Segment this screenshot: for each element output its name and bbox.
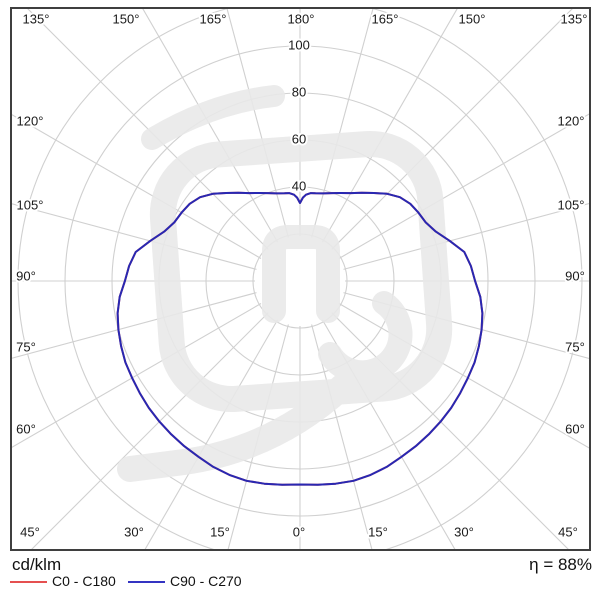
angle-label: 60°: [16, 421, 36, 436]
angle-label: 150°: [459, 11, 486, 26]
polar-grid-root: [12, 9, 589, 549]
angle-label: 60°: [565, 421, 585, 436]
unit-label: cd/klm: [12, 555, 62, 574]
angle-label: 90°: [16, 268, 36, 283]
watermark-logo: [117, 85, 453, 482]
polar-chart-canvas: 40 60 80 100 135° 150° 165° 180° 165° 150° 135° 120…: [12, 9, 589, 549]
polar-chart-frame: 40 60 80 100 135° 150° 165° 180° 165° 150° 135° 120…: [10, 7, 591, 551]
radial-tick-label: 60: [292, 131, 306, 146]
radial-tick-labels: 40 60 80 100: [286, 35, 312, 195]
chart-footer: cd/klm η = 88% C0 - C180 C90 - C270: [0, 551, 600, 600]
angle-label: 45°: [20, 524, 40, 539]
angle-label: 120°: [17, 113, 44, 128]
angle-label: 120°: [558, 113, 585, 128]
angle-label: 135°: [561, 11, 588, 26]
angle-labels: 135° 150° 165° 180° 165° 150° 135° 120° 105° 90° 7…: [14, 9, 589, 541]
angle-label: 90°: [565, 268, 585, 283]
angle-label: 105°: [558, 197, 585, 212]
legend-line-red: [10, 581, 47, 583]
angle-label: 135°: [23, 11, 50, 26]
angle-label: 45°: [558, 524, 578, 539]
legend-label-c0-c180: C0 - C180: [52, 573, 116, 589]
angle-label: 15°: [368, 524, 388, 539]
angle-label: 150°: [113, 11, 140, 26]
radial-tick-label: 100: [288, 37, 310, 52]
angle-label: 180°: [288, 11, 315, 26]
angle-label: 0°: [293, 524, 305, 539]
legend-label-c90-c270: C90 - C270: [170, 573, 242, 589]
angle-label: 165°: [200, 11, 227, 26]
angle-label: 75°: [565, 339, 585, 354]
angle-label: 165°: [372, 11, 399, 26]
angle-label: 30°: [454, 524, 474, 539]
angle-label: 30°: [124, 524, 144, 539]
intensity-curve-c90-c270: [116, 191, 484, 486]
radial-tick-label: 80: [292, 84, 306, 99]
radial-tick-label: 40: [292, 178, 306, 193]
angle-label: 105°: [17, 197, 44, 212]
efficiency-label: η = 88%: [529, 555, 592, 574]
legend-line-blue: [128, 581, 165, 583]
angle-label: 15°: [210, 524, 230, 539]
angle-label: 75°: [16, 339, 36, 354]
